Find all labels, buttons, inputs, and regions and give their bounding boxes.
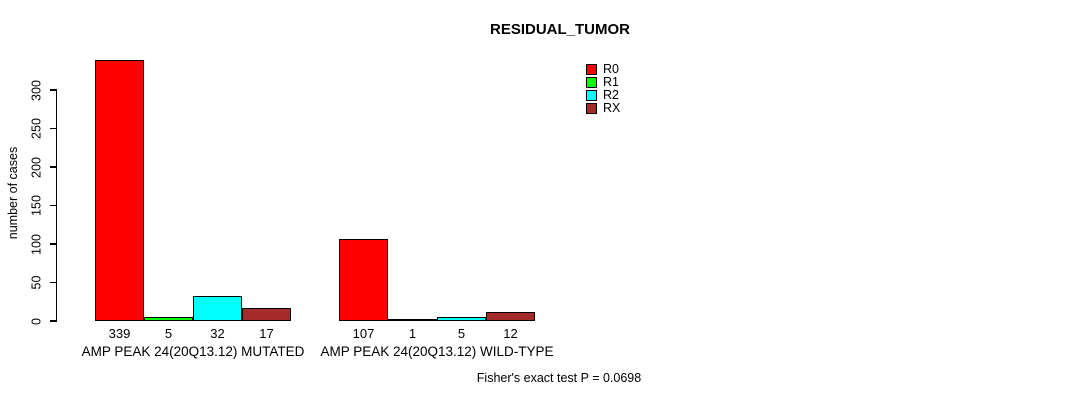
legend-swatch-r2 [586, 90, 597, 101]
bar-r1-group1 [144, 317, 193, 321]
y-tick-150 [49, 204, 56, 207]
legend-label-rx: RX [603, 101, 621, 115]
bar-value-label: 17 [259, 326, 274, 341]
bar-r2-group1 [193, 296, 242, 321]
bar-rx-group2 [486, 311, 535, 321]
legend-swatch-r1 [586, 77, 597, 88]
y-tick-100 [49, 243, 56, 245]
bar-value-label: 339 [108, 326, 131, 341]
legend-swatch-rx [586, 103, 597, 114]
y-tick-50 [49, 281, 56, 284]
y-tick-200 [49, 166, 56, 168]
bar-value-label: 1 [408, 326, 417, 341]
bar-r2-group2 [437, 317, 486, 321]
legend-swatch-r0 [586, 64, 597, 75]
bar-value-label: 5 [164, 326, 173, 341]
legend-label-r0: R0 [603, 62, 619, 76]
legend-label-r1: R1 [603, 75, 619, 89]
bar-value-label: 12 [503, 326, 518, 341]
bar-value-label: 32 [210, 326, 225, 341]
bar-rx-group1 [242, 307, 291, 321]
legend-label-r2: R2 [603, 88, 619, 102]
bar-r0-group2 [339, 238, 388, 321]
bar-value-label: 5 [457, 326, 466, 341]
bar-value-label: 107 [352, 326, 375, 341]
bar-r1-group2 [388, 319, 437, 322]
y-axis-line [56, 89, 58, 322]
y-tick-300 [49, 89, 56, 91]
chart-title: RESIDUAL_TUMOR [489, 21, 630, 38]
y-tick-0 [49, 320, 56, 322]
bar-r0-group1 [95, 59, 144, 321]
y-tick-250 [49, 127, 56, 130]
fisher-test-annotation: Fisher's exact test P = 0.0698 [476, 371, 642, 385]
x-category-label-group1: AMP PEAK 24(20Q13.12) MUTATED [81, 344, 305, 359]
x-category-label-group2: AMP PEAK 24(20Q13.12) WILD-TYPE [320, 344, 554, 359]
